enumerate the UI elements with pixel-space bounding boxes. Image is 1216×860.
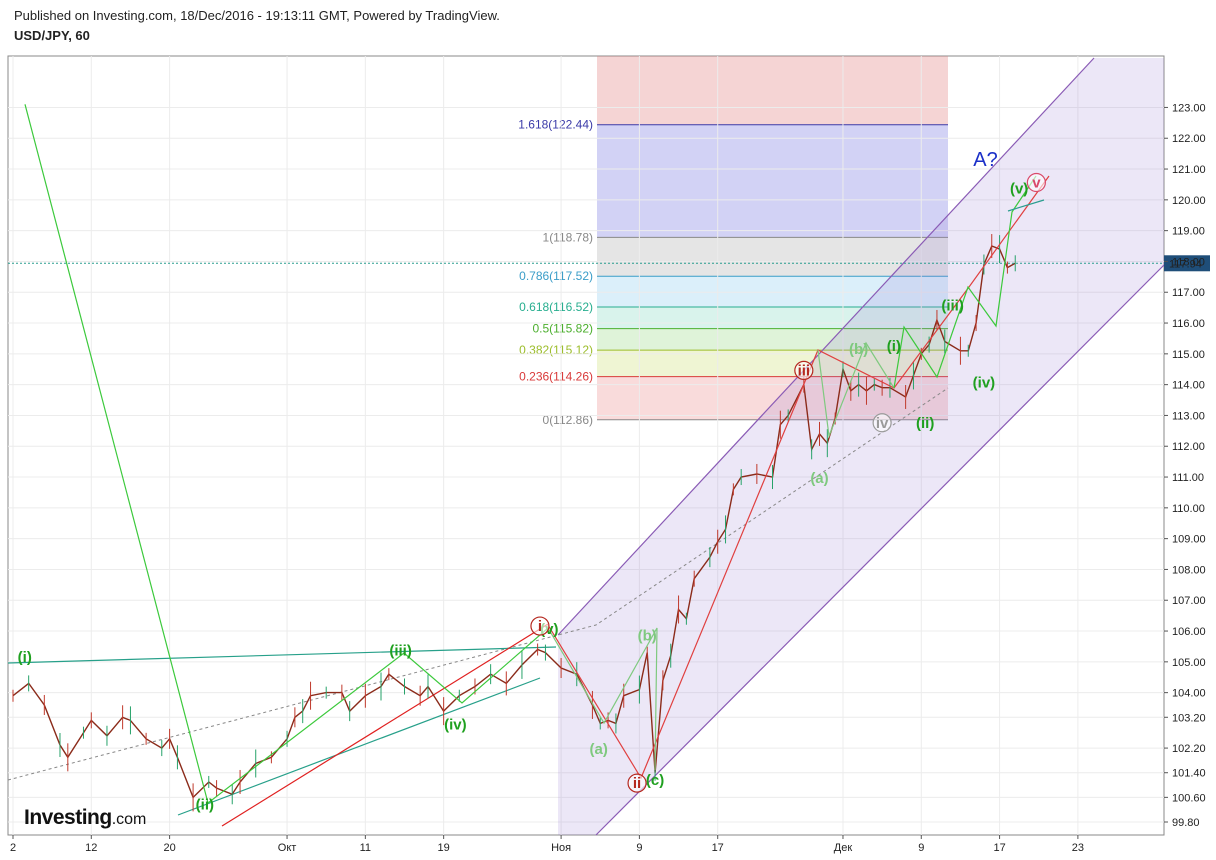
x-tick-label: Ноя — [551, 842, 571, 854]
investing-logo: Investing.com — [24, 806, 146, 830]
red-channel-lower — [221, 623, 549, 827]
channel-upper — [557, 57, 1095, 636]
x-tick-label: 20 — [163, 842, 175, 854]
fib-level-label: 0.382(115.12) — [519, 343, 593, 357]
elliott-wave-path — [893, 175, 1037, 389]
fib-level-label: 0(112.86) — [543, 413, 593, 427]
y-tick-label: 118.00 — [1172, 256, 1205, 268]
fib-level-label: 0.236(114.26) — [519, 370, 593, 384]
y-tick-label: 101.40 — [1172, 768, 1206, 780]
wave-label: (a) — [590, 741, 608, 758]
teal-resistance — [7, 646, 557, 664]
wave-label: (b) — [638, 627, 657, 644]
x-tick-label: 11 — [360, 842, 371, 854]
y-tick-label: 114.00 — [1172, 380, 1205, 392]
channel-lower — [595, 264, 1165, 836]
y-tick-label: 99.80 — [1172, 817, 1200, 829]
y-tick-label: 119.00 — [1172, 226, 1205, 238]
logo-brand: Investing — [24, 806, 112, 829]
teal-support — [177, 677, 541, 816]
y-tick-label: 107.00 — [1172, 595, 1206, 607]
wave-label: (iii) — [389, 643, 412, 660]
wave-label: (a) — [810, 470, 828, 487]
wave-label: iii — [798, 362, 811, 379]
y-tick-label: 102.20 — [1172, 743, 1206, 755]
y-tick-label: 109.00 — [1172, 534, 1206, 546]
wave-label: (i) — [18, 649, 32, 666]
wave-label: (iii) — [941, 298, 964, 315]
y-tick-label: 103.20 — [1172, 712, 1206, 724]
elliott-wave-path — [547, 627, 658, 771]
teal-target-line — [1007, 199, 1045, 212]
y-tick-label: 123.00 — [1172, 102, 1206, 114]
fib-level-label: 1(118.78) — [543, 230, 593, 244]
wave-label: v — [1032, 175, 1041, 192]
last-price-tag — [1164, 255, 1210, 272]
x-tick-label: 17 — [712, 842, 724, 854]
wave-label: (iv) — [973, 375, 996, 392]
wave-label-circle — [627, 773, 647, 793]
x-tick-label: 23 — [1072, 842, 1084, 854]
y-tick-label: 116.00 — [1172, 318, 1205, 330]
y-tick-label: 108.00 — [1172, 564, 1206, 576]
logo-domain: .com — [111, 811, 147, 828]
wave-label: (v) — [1010, 181, 1028, 198]
y-tick-label: 121.00 — [1172, 164, 1206, 176]
wave-label-circle — [794, 360, 814, 380]
wave-label-circle — [530, 616, 550, 636]
wave-label: (b) — [849, 341, 868, 358]
y-tick-label: 117.00 — [1172, 287, 1205, 299]
wave-label: (iv) — [444, 717, 467, 734]
y-tick-label: 100.60 — [1172, 792, 1206, 804]
x-tick-label: 9 — [918, 842, 924, 854]
y-tick-label: 115.00 — [1172, 349, 1205, 361]
y-tick-label: 111.00 — [1172, 472, 1204, 484]
elliott-wave-path — [24, 104, 549, 805]
wave-label: A? — [973, 149, 997, 171]
x-tick-label: 9 — [636, 842, 642, 854]
fib-level-label: 0.618(116.52) — [519, 300, 593, 314]
y-tick-label: 120.00 — [1172, 195, 1206, 207]
symbol-title: USD/JPY, 60 — [14, 28, 90, 43]
fib-zone — [597, 328, 948, 351]
wave-label: ii — [633, 775, 641, 792]
x-tick-label: 17 — [993, 842, 1005, 854]
wave-label: i — [538, 618, 542, 635]
wave-label-circle — [872, 413, 892, 433]
wave-label: iv — [876, 415, 889, 432]
channel-fill — [558, 58, 1164, 835]
x-tick-label: Дек — [834, 842, 853, 854]
fib-level-label: 0.786(117.52) — [519, 269, 593, 283]
chart-header: Published on Investing.com, 18/Dec/2016 … — [14, 8, 500, 43]
wave-label: (ii) — [916, 415, 934, 432]
x-tick-label: Окт — [278, 842, 297, 854]
x-tick-label: 19 — [438, 842, 450, 854]
fib-level-label: 1.618(122.44) — [518, 118, 593, 132]
y-tick-label: 105.00 — [1172, 657, 1206, 669]
fib-zone-top — [597, 56, 948, 125]
published-note: Published on Investing.com, 18/Dec/2016 … — [14, 8, 500, 23]
fib-zone — [597, 124, 948, 238]
wave-label-circle — [1026, 172, 1046, 193]
fib-zone — [597, 350, 948, 377]
fib-zone — [597, 237, 948, 277]
last-price-label: 117.94 — [1169, 258, 1202, 270]
y-tick-label: 113.00 — [1172, 410, 1205, 422]
wave-label: (ii) — [196, 797, 214, 814]
y-tick-label: 112.00 — [1172, 441, 1205, 453]
y-tick-label: 104.00 — [1172, 688, 1206, 700]
fib-level-label: 0.5(115.82) — [533, 322, 594, 336]
fib-zone — [597, 276, 948, 308]
y-tick-label: 106.00 — [1172, 626, 1206, 638]
elliott-wave-path — [817, 341, 895, 439]
plot-area[interactable] — [7, 55, 1165, 836]
x-tick-label: 12 — [85, 842, 97, 854]
wave-label: (c) — [646, 772, 664, 789]
y-tick-label: 110.00 — [1172, 503, 1205, 515]
y-tick-label: 122.00 — [1172, 133, 1206, 145]
x-tick-label: 2 — [10, 842, 16, 854]
wave-label: (i) — [887, 338, 901, 355]
channel-midline — [7, 387, 949, 781]
